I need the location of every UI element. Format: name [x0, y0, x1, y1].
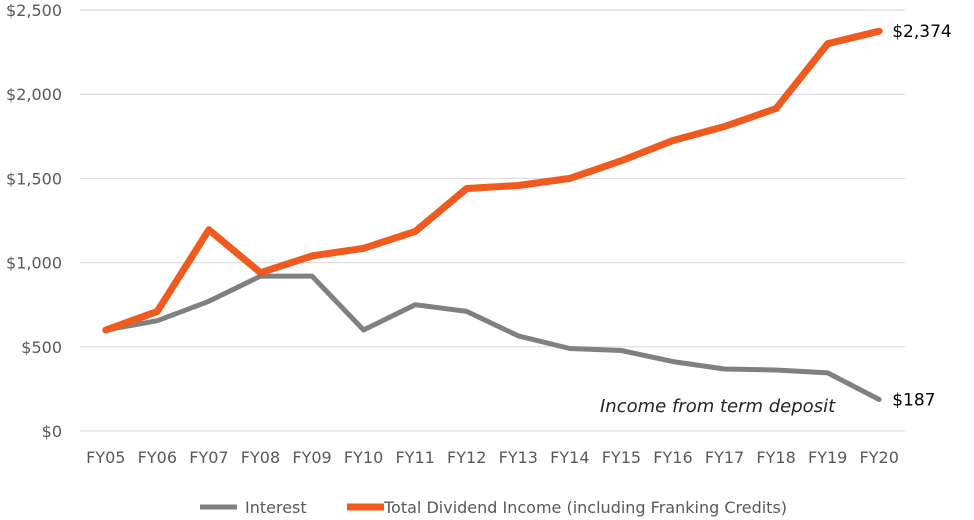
legend-label-dividend: Total Dividend Income (including Frankin…: [383, 498, 787, 517]
end-label-interest: $187: [892, 391, 935, 411]
x-tick-label: FY19: [808, 448, 847, 467]
x-axis-tick-labels: FY05 FY06 FY07 FY08 FY09 FY10 FY11 FY12 FY13 FY14…: [86, 448, 899, 467]
end-labels: $187 $2,374: [892, 22, 951, 410]
x-tick-label: FY10: [344, 448, 383, 467]
legend-label-interest: Interest: [245, 498, 307, 517]
x-tick-label: FY14: [550, 448, 589, 467]
series-lines: [102, 27, 883, 402]
x-tick-label: FY18: [756, 448, 795, 467]
x-tick-label: FY05: [86, 448, 125, 467]
y-tick-label: $0: [42, 422, 62, 441]
y-tick-label: $500: [21, 338, 62, 357]
series-line-interest: [103, 273, 882, 402]
x-tick-label: FY17: [705, 448, 744, 467]
annotation-term-deposit: Income from term deposit: [600, 396, 836, 417]
y-tick-label: $2,000: [6, 85, 62, 104]
legend: Interest Total Dividend Income (including…: [200, 498, 787, 517]
x-tick-label: FY06: [138, 448, 177, 467]
x-tick-label: FY07: [189, 448, 228, 467]
x-tick-label: FY20: [860, 448, 899, 467]
x-tick-label: FY09: [292, 448, 331, 467]
x-tick-label: FY08: [241, 448, 280, 467]
x-tick-label: FY15: [602, 448, 641, 467]
x-tick-label: FY13: [499, 448, 538, 467]
y-tick-label: $2,500: [6, 1, 62, 20]
y-tick-label: $1,000: [6, 254, 62, 273]
x-tick-label: FY16: [653, 448, 692, 467]
end-label-dividend: $2,374: [892, 22, 951, 42]
series-line-dividend: [102, 27, 883, 334]
gridlines: [80, 9, 905, 432]
x-tick-label: FY11: [395, 448, 434, 467]
x-tick-label: FY12: [447, 448, 486, 467]
y-axis-tick-labels: $0 $500 $1,000 $1,500 $2,000 $2,500: [6, 1, 62, 441]
y-tick-label: $1,500: [6, 169, 62, 188]
